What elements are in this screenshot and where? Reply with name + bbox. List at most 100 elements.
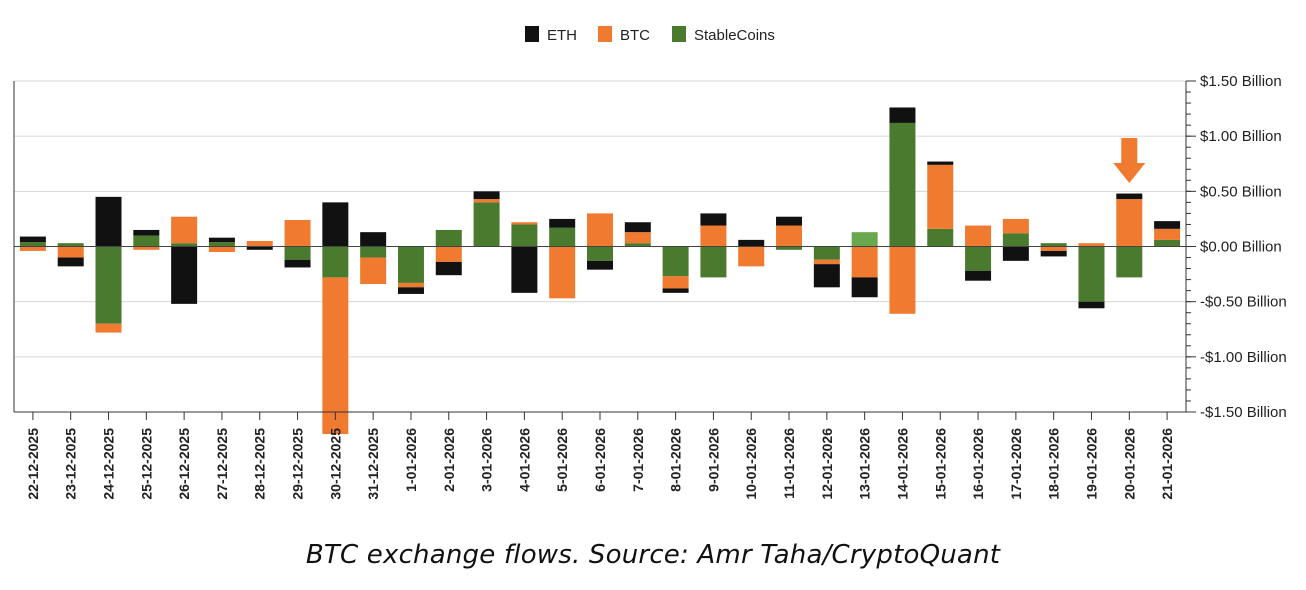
bar-stablecoins-3-01-2026 (473, 202, 500, 247)
x-tick-label: 4-01-2026 (516, 428, 532, 492)
bar-eth-7-01-2026 (624, 222, 651, 233)
bar-eth-29-12-2025 (284, 259, 311, 268)
legend-label-stablecoins: StableCoins (694, 27, 775, 44)
x-tick-label: 9-01-2026 (705, 428, 721, 492)
bar-stablecoins-8-01-2026 (662, 246, 689, 277)
bar-stablecoins-6-01-2026 (587, 246, 613, 261)
bar-eth-4-01-2026 (511, 246, 538, 293)
bar-btc-10-01-2026 (738, 246, 765, 267)
x-tick-label: 20-01-2026 (1121, 428, 1137, 500)
y-tick-label: $1.00 Billion (1200, 128, 1282, 145)
bar-stablecoins-29-12-2025 (284, 246, 311, 260)
bar-btc-22-12-2025 (19, 246, 46, 251)
x-tick-label: 10-01-2026 (743, 428, 759, 500)
y-tick-label: $1.50 Billion (1200, 73, 1282, 90)
x-tick-label: 16-01-2026 (970, 428, 986, 500)
bar-btc-2-01-2026 (435, 246, 462, 262)
bar-stablecoins-20-01-2026 (1116, 246, 1143, 278)
bar-eth-17-01-2026 (1002, 246, 1029, 261)
bar-btc-20-01-2026 (1116, 199, 1143, 247)
bar-eth-20-01-2026 (1116, 193, 1143, 200)
bar-eth-22-12-2025 (19, 236, 46, 243)
x-tick-label: 18-01-2026 (1046, 428, 1062, 500)
bar-stablecoins-11-01-2026 (776, 246, 803, 250)
bar-eth-16-01-2026 (965, 270, 992, 281)
bar-btc-16-01-2026 (965, 225, 992, 247)
x-tick-label: 24-12-2025 (101, 428, 117, 500)
bar-eth-13-01-2026 (851, 277, 878, 298)
x-tick-label: 21-01-2026 (1159, 428, 1175, 500)
bar-btc-8-01-2026 (662, 276, 689, 289)
x-tick-label: 6-01-2026 (592, 428, 608, 492)
bar-eth-15-01-2026 (927, 161, 954, 165)
annotation-arrow-icon (1113, 138, 1146, 183)
bar-stablecoins-31-12-2025 (360, 246, 387, 258)
x-tick-label: 19-01-2026 (1083, 428, 1099, 500)
bar-eth-10-01-2026 (738, 239, 765, 247)
bar-eth-5-01-2026 (549, 218, 576, 228)
x-tick-label: 23-12-2025 (63, 428, 79, 500)
bars (19, 107, 1181, 435)
bar-eth-8-01-2026 (662, 288, 689, 293)
legend-label-btc: BTC (620, 27, 650, 44)
x-tick-label: 12-01-2026 (819, 428, 835, 500)
x-tick-label: 22-12-2025 (25, 428, 41, 500)
bar-btc-12-01-2026 (813, 259, 840, 265)
bar-btc-17-01-2026 (1002, 218, 1029, 234)
x-tick-label: 7-01-2026 (630, 428, 646, 492)
bar-btc-7-01-2026 (624, 232, 651, 244)
bar-eth-23-12-2025 (57, 257, 84, 267)
bar-stablecoins-25-12-2025 (133, 235, 160, 247)
bar-eth-28-12-2025 (246, 246, 273, 250)
x-tick-label: 11-01-2026 (781, 428, 797, 499)
bar-btc-28-12-2025 (246, 240, 273, 247)
bar-stablecoins-22-12-2025 (19, 242, 46, 247)
bar-stablecoins-30-12-2025 (322, 246, 349, 278)
bar-stablecoins-5-01-2026 (549, 227, 576, 247)
bar-eth-24-12-2025 (95, 196, 122, 247)
bar-btc-1-01-2026 (397, 282, 424, 288)
bar-stablecoins-16-01-2026 (965, 246, 992, 271)
y-tick-label: -$0.50 Billion (1200, 294, 1287, 311)
bar-btc-23-12-2025 (57, 246, 84, 258)
bar-btc-29-12-2025 (284, 220, 311, 247)
bar-btc-18-01-2026 (1040, 246, 1067, 251)
x-tick-label: 14-01-2026 (894, 428, 910, 500)
bar-stablecoins-17-01-2026 (1002, 233, 1029, 247)
legend-swatch-stablecoins (672, 26, 686, 42)
y-tick-label: -$1.50 Billion (1200, 404, 1287, 421)
y-tick-label: $0.50 Billion (1200, 183, 1282, 200)
legend: ETH BTC StableCoins (525, 26, 775, 44)
bar-eth-25-12-2025 (133, 229, 160, 236)
bar-eth-14-01-2026 (889, 107, 916, 123)
bar-eth-31-12-2025 (360, 232, 387, 247)
y-tick-label: $0.00 Billion (1200, 239, 1282, 256)
bar-btc-9-01-2026 (700, 225, 727, 247)
bar-stablecoins-19-01-2026 (1078, 246, 1105, 302)
chart-figure: ETH BTC StableCoins $1.50 Billion $1.00 Bil… (13, 26, 1287, 500)
bar-stablecoins-15-01-2026 (927, 228, 954, 247)
bar-eth-11-01-2026 (776, 216, 803, 226)
legend-swatch-btc (598, 26, 612, 42)
bar-stablecoins-18-01-2026 (1040, 243, 1067, 247)
bar-stablecoins-7-01-2026 (624, 243, 651, 247)
x-tick-label: 26-12-2025 (176, 428, 192, 500)
bar-btc-11-01-2026 (776, 225, 803, 247)
bar-stablecoins-26-12-2025 (171, 243, 198, 247)
bar-eth-18-01-2026 (1040, 250, 1067, 257)
x-tick-label: 3-01-2026 (479, 428, 495, 492)
bar-eth-1-01-2026 (397, 287, 424, 294)
bar-stablecoins-2-01-2026 (435, 229, 462, 247)
x-tick-label: 25-12-2025 (138, 428, 154, 500)
bar-btc-5-01-2026 (549, 246, 576, 299)
bar-stablecoins-4-01-2026 (511, 224, 538, 247)
bar-btc-26-12-2025 (171, 216, 198, 244)
x-tick-label: 30-12-2025 (327, 428, 343, 500)
bar-eth-6-01-2026 (587, 260, 613, 270)
bar-btc-24-12-2025 (95, 323, 122, 333)
bar-stablecoins-1-01-2026 (397, 246, 424, 283)
bar-eth-3-01-2026 (473, 191, 500, 200)
bar-btc-27-12-2025 (208, 246, 235, 253)
bar-btc-25-12-2025 (133, 246, 160, 250)
x-tick-label: 17-01-2026 (1008, 428, 1024, 500)
